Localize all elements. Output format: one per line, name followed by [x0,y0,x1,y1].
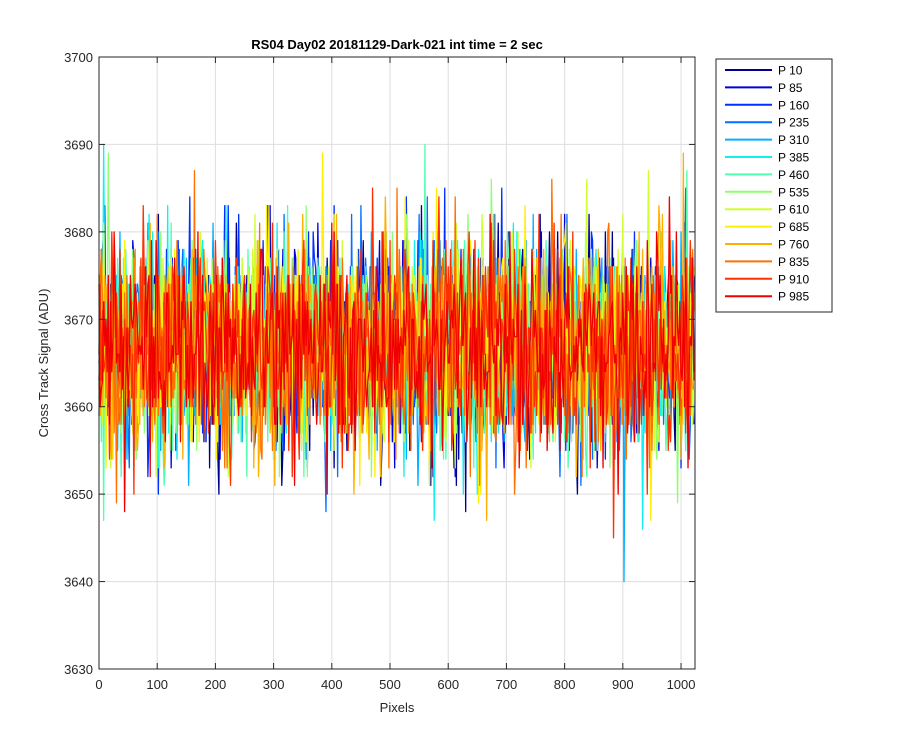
y-tick-label: 3650 [64,487,93,502]
x-axis-label: Pixels [380,700,415,715]
legend-entry: P 235 [778,116,809,130]
legend-entry: P 835 [778,255,809,269]
legend: P 10 P 85 P 160 P 235 P 310 P 385 P 460 P 535 P … [715,58,833,313]
legend-entry: P 385 [778,151,809,165]
x-tick-label: 0 [95,677,102,692]
legend-entry: P 310 [778,133,809,147]
y-tick-label: 3640 [64,575,93,590]
series-lines [98,143,695,583]
y-tick-label: 3680 [64,225,93,240]
legend-entry: P 910 [778,272,809,286]
x-tick-label: 300 [263,677,285,692]
legend-entry: P 460 [778,168,809,182]
x-tick-label: 400 [321,677,343,692]
y-tick-label: 3630 [64,662,93,677]
legend-entry: P 685 [778,220,809,234]
x-tick-label: 800 [554,677,576,692]
chart-title: RS04 Day02 20181129-Dark-021 int time = … [251,37,543,52]
y-tick-label: 3700 [64,50,93,65]
legend-entry: P 760 [778,238,809,252]
legend-entry: P 535 [778,185,809,199]
legend-entry: P 610 [778,203,809,217]
legend-entry: P 160 [778,98,809,112]
x-tick-label: 700 [496,677,518,692]
y-tick-label: 3690 [64,137,93,152]
legend-entry: P 985 [778,290,809,304]
x-tick-label: 900 [612,677,634,692]
x-tick-label: 500 [379,677,401,692]
x-tick-label: 200 [205,677,227,692]
y-tick-label: 3660 [64,400,93,415]
x-tick-label: 1000 [667,677,696,692]
plot-border [98,56,696,670]
y-tick-label: 3670 [64,312,93,327]
series-line [98,196,695,513]
axis-ticks: 0 100 200 300 400 500 600 700 800 900 1000 3630 3640… [64,50,695,692]
legend-entry: P 10 [778,64,803,78]
x-tick-label: 100 [146,677,168,692]
x-tick-label: 600 [437,677,459,692]
y-axis-label: Cross Track Signal (ADU) [36,289,51,438]
legend-box [715,58,833,313]
legend-entry: P 85 [778,81,803,95]
